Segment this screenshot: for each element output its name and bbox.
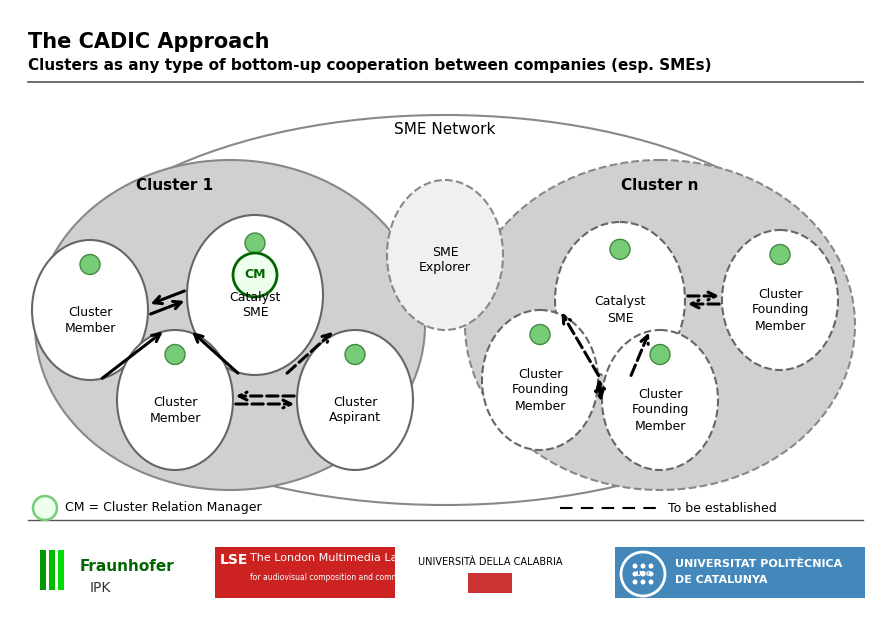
Text: Cluster n: Cluster n — [621, 178, 699, 193]
Text: Cluster
Founding
Member: Cluster Founding Member — [511, 367, 568, 413]
Circle shape — [233, 253, 277, 297]
Circle shape — [641, 571, 645, 576]
Text: CM = Cluster Relation Manager: CM = Cluster Relation Manager — [65, 501, 262, 515]
Circle shape — [530, 324, 550, 345]
Circle shape — [165, 345, 185, 365]
Bar — [40, 550, 46, 590]
Bar — [49, 550, 55, 590]
Text: UNIVERSITÀ DELLA CALABRIA: UNIVERSITÀ DELLA CALABRIA — [418, 557, 562, 567]
Circle shape — [641, 563, 645, 568]
Ellipse shape — [32, 240, 148, 380]
Text: Fraunhofer: Fraunhofer — [80, 559, 175, 574]
Circle shape — [633, 580, 637, 585]
Circle shape — [621, 552, 665, 596]
Circle shape — [649, 563, 653, 568]
Ellipse shape — [465, 160, 855, 490]
Text: To be established: To be established — [668, 501, 777, 515]
Text: Cluster
Member: Cluster Member — [64, 306, 116, 335]
Text: Cluster
Aspirant: Cluster Aspirant — [329, 396, 381, 425]
Text: The London Multimedia Lab: The London Multimedia Lab — [250, 553, 405, 563]
Bar — [215, 547, 395, 598]
Ellipse shape — [602, 330, 718, 470]
Ellipse shape — [387, 180, 503, 330]
Circle shape — [80, 255, 100, 275]
Circle shape — [633, 571, 637, 576]
Ellipse shape — [482, 310, 598, 450]
Circle shape — [650, 345, 670, 365]
Bar — [468, 573, 512, 593]
Circle shape — [649, 580, 653, 585]
Bar — [615, 547, 865, 598]
Ellipse shape — [117, 330, 233, 470]
Text: Cluster
Member: Cluster Member — [150, 396, 200, 425]
Text: SME
Explorer: SME Explorer — [419, 246, 471, 274]
Text: UPC: UPC — [635, 571, 651, 577]
Text: LSE: LSE — [220, 553, 249, 567]
Text: Catalyst
SME: Catalyst SME — [594, 295, 646, 324]
Circle shape — [641, 580, 645, 585]
Text: Cluster 1: Cluster 1 — [136, 178, 214, 193]
Ellipse shape — [35, 160, 425, 490]
Ellipse shape — [297, 330, 413, 470]
Text: UNIVERSITAT POLITÈCNICA: UNIVERSITAT POLITÈCNICA — [675, 559, 842, 569]
Text: for audiovisual composition and communication: for audiovisual composition and communic… — [250, 573, 435, 582]
Circle shape — [610, 239, 630, 260]
Ellipse shape — [187, 215, 323, 375]
Text: DE CATALUNYA: DE CATALUNYA — [675, 575, 767, 585]
Text: IPK: IPK — [90, 581, 111, 595]
Ellipse shape — [722, 230, 838, 370]
Text: Clusters as any type of bottom-up cooperation between companies (esp. SMEs): Clusters as any type of bottom-up cooper… — [28, 58, 712, 73]
Circle shape — [245, 233, 265, 253]
Circle shape — [633, 563, 637, 568]
Text: Cluster
Founding
Member: Cluster Founding Member — [751, 287, 809, 333]
Text: Cluster
Founding
Member: Cluster Founding Member — [632, 387, 689, 433]
Text: Catalyst
SME: Catalyst SME — [229, 290, 281, 319]
Bar — [58, 550, 64, 590]
Text: CM: CM — [244, 268, 266, 282]
Ellipse shape — [555, 222, 685, 378]
Ellipse shape — [45, 115, 845, 505]
Text: SME Network: SME Network — [395, 122, 495, 137]
Circle shape — [33, 496, 57, 520]
Text: The CADIC Approach: The CADIC Approach — [28, 32, 269, 52]
Circle shape — [770, 244, 790, 265]
Circle shape — [649, 571, 653, 576]
Circle shape — [345, 345, 365, 365]
